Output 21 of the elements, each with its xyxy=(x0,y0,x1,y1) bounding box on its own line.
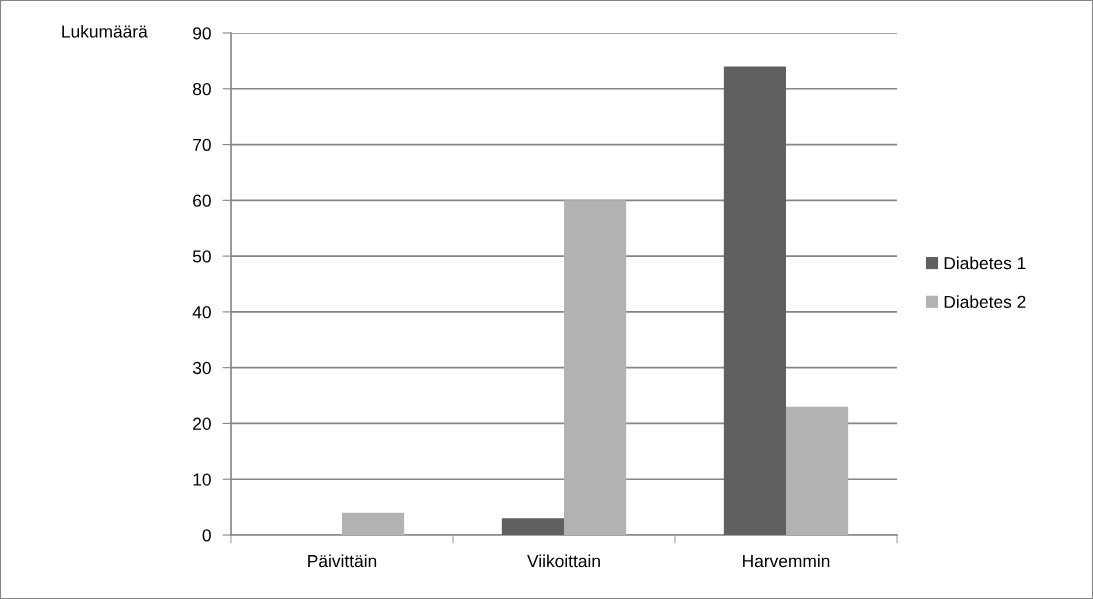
x-tick-label: Viikoittain xyxy=(527,554,600,568)
y-axis-title: Lukumäärä xyxy=(62,24,148,38)
y-tick-label: 20 xyxy=(193,417,211,430)
y-tick-label: 90 xyxy=(193,27,211,40)
y-tick-label: 40 xyxy=(192,306,211,319)
x-tick-label: Päivittäin xyxy=(308,554,377,568)
y-tick-label: 10 xyxy=(193,473,211,486)
y-tick-label: 50 xyxy=(192,250,211,263)
bar xyxy=(723,66,786,535)
y-tick-label: 60 xyxy=(193,194,211,207)
legend-label: Diabetes 2 xyxy=(944,295,1026,309)
y-tick-label: 30 xyxy=(192,361,211,375)
y-tick-label: 70 xyxy=(193,138,211,152)
y-tick-label: 0 xyxy=(202,529,211,542)
x-tick-label: Harvemmin xyxy=(743,554,830,568)
legend-label: Diabetes 1 xyxy=(944,256,1026,270)
bar xyxy=(501,518,564,535)
bar xyxy=(786,406,849,535)
bar xyxy=(342,512,405,535)
bar xyxy=(564,200,627,535)
y-tick-label: 80 xyxy=(193,82,211,96)
